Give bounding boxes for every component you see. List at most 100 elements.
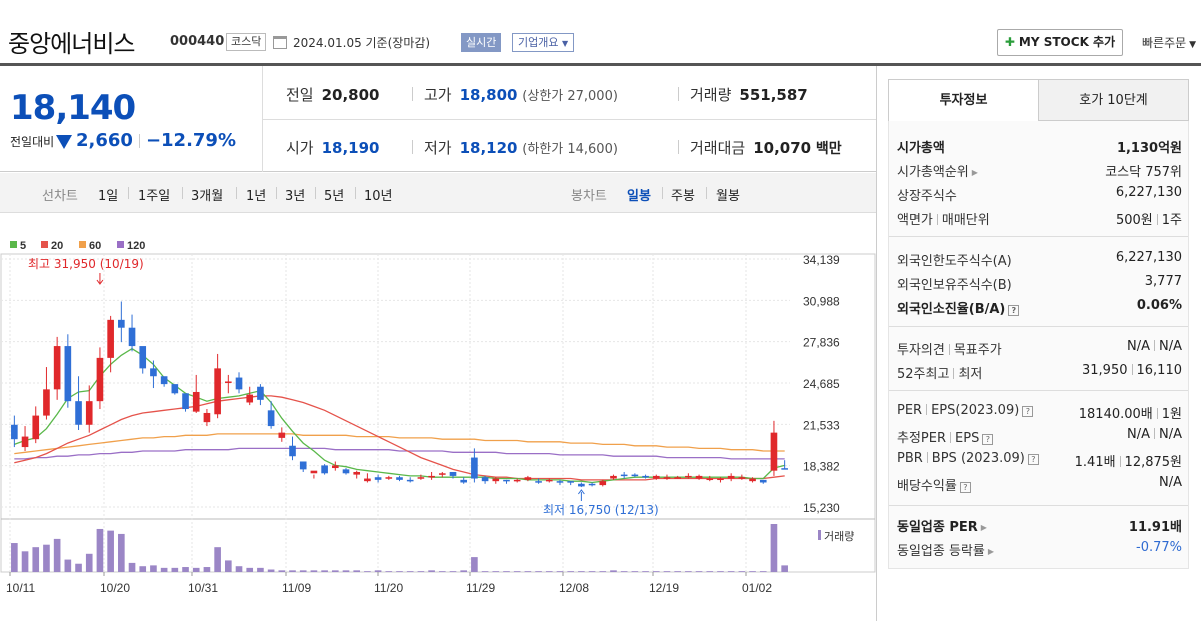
- volume-bar: [96, 528, 104, 572]
- period-3m[interactable]: 3개월: [191, 189, 224, 204]
- help-icon[interactable]: ?: [1027, 454, 1039, 465]
- amount-value: 10,070: [753, 139, 812, 157]
- divider: [953, 368, 955, 379]
- ind-per-label[interactable]: 동일업종 PER ▶: [897, 516, 987, 535]
- chart-frame: [0, 253, 876, 573]
- volume-bar: [364, 571, 371, 572]
- legend-swatch: [79, 241, 86, 248]
- high-price: 고가 18,800 (상한가 27,000): [412, 84, 618, 105]
- pbr-label-b: BPS (2023.09): [931, 451, 1025, 466]
- help-icon[interactable]: ?: [1022, 406, 1034, 417]
- volume-bar: [171, 567, 179, 572]
- volume-bar: [85, 553, 93, 572]
- volume-value: 551,587: [739, 86, 808, 104]
- divider: [262, 119, 876, 120]
- period-1d[interactable]: 1일: [98, 189, 119, 204]
- period-daily[interactable]: 일봉: [627, 189, 651, 204]
- candle-body: [331, 465, 339, 469]
- volume-bar: [278, 570, 286, 572]
- divider: [678, 140, 679, 154]
- candle-body: [449, 471, 457, 476]
- volume-bar: [599, 571, 607, 572]
- face-value: 500원 1주: [1116, 209, 1182, 228]
- help-icon[interactable]: ?: [982, 434, 994, 445]
- div-label: 배당수익률?: [897, 475, 971, 494]
- volume-bar: [513, 571, 521, 572]
- y-tick-label: 18,382: [803, 460, 840, 474]
- est-eps-text: N/A: [1159, 427, 1182, 442]
- period-monthly[interactable]: 월봉: [716, 189, 740, 204]
- candle-body: [620, 474, 628, 477]
- candle-body: [685, 475, 692, 478]
- row-pbr: PBR BPS (2023.09)? 1.41배 12,875원: [889, 448, 1190, 472]
- divider: [1119, 456, 1121, 467]
- volume-bar: [610, 570, 617, 572]
- pbr-value: 1.41배 12,875원: [1075, 451, 1182, 470]
- candle-body: [588, 483, 596, 486]
- candle-body: [85, 401, 93, 425]
- tab-orderbook[interactable]: 호가 10단계: [1038, 79, 1189, 121]
- candle-body: [385, 477, 393, 479]
- divider: [926, 404, 928, 415]
- foreign-ratio-text: 외국인소진율(B/A): [897, 302, 1006, 317]
- quick-order-button[interactable]: 빠른주문 ▼: [1142, 34, 1196, 51]
- volume-bar: [11, 543, 18, 572]
- period-weekly[interactable]: 주봉: [671, 189, 695, 204]
- volume-bar: [706, 571, 714, 572]
- cap-rank-label[interactable]: 시가총액순위 ▶: [897, 161, 978, 180]
- volume-bar: [310, 570, 318, 572]
- mystock-add-button[interactable]: ✚ MY STOCK 추가: [997, 29, 1123, 56]
- period-5y[interactable]: 5년: [324, 189, 345, 204]
- candle-body: [652, 475, 660, 479]
- ma60-line: [14, 433, 785, 455]
- realtime-button[interactable]: 실시간: [461, 33, 502, 52]
- volume-bar: [781, 565, 788, 572]
- amount-unit: 백만: [815, 141, 842, 157]
- tab-invest-info[interactable]: 투자정보: [888, 79, 1039, 121]
- candle-body: [471, 457, 478, 479]
- volume-bar: [449, 571, 457, 572]
- period-3y[interactable]: 3년: [285, 189, 306, 204]
- candle-body: [96, 357, 104, 402]
- bps-text: 12,875원: [1124, 455, 1182, 470]
- change-percent: −12.79%: [145, 130, 236, 151]
- foreign-hold-value: 3,777: [1144, 274, 1182, 289]
- ind-chg-label[interactable]: 동일업종 등락률 ▶: [897, 540, 994, 559]
- help-icon[interactable]: ?: [1008, 305, 1020, 316]
- face-label-a: 액면가: [897, 213, 933, 228]
- invest-tabs: 투자정보 호가 10단계: [888, 79, 1189, 121]
- volume-bar: [620, 571, 628, 572]
- divider: [936, 214, 938, 225]
- x-tick-label: 11/09: [282, 581, 311, 595]
- candle-body: [128, 327, 136, 347]
- candle-body: [203, 412, 211, 423]
- candle-body: [150, 368, 157, 377]
- legend-label: 20: [51, 240, 63, 252]
- base-date: 2024.01.05 기준(장마감): [293, 36, 431, 50]
- candle-body: [43, 389, 50, 416]
- candle-body: [257, 386, 264, 400]
- corp-info-dropdown[interactable]: 기업개요 ▼: [512, 33, 575, 52]
- candle-body: [460, 479, 468, 483]
- candle-body: [674, 477, 681, 479]
- volume-bar: [417, 571, 425, 572]
- open-value: 18,190: [321, 139, 380, 157]
- period-1y[interactable]: 1년: [246, 189, 267, 204]
- volume-bar: [685, 571, 692, 572]
- opinion-label: 투자의견 목표주가: [897, 339, 1002, 358]
- candle-body: [631, 474, 639, 477]
- period-1w[interactable]: 1주일: [138, 189, 171, 204]
- per-value: 18140.00배 1원: [1079, 403, 1182, 422]
- volume-bar: [438, 571, 446, 572]
- face-label: 액면가 매매단위: [897, 209, 990, 228]
- y-tick-label: 27,836: [803, 336, 840, 350]
- est-label: 추정PER EPS?: [897, 427, 994, 446]
- divider: [1156, 408, 1158, 419]
- period-10y[interactable]: 10년: [364, 189, 393, 204]
- prev-value: 20,800: [321, 86, 380, 104]
- cap-rank-value: 코스닥 757위: [1105, 165, 1182, 180]
- row-cap-rank: 시가총액순위 ▶ 코스닥 757위: [889, 158, 1190, 182]
- candle-body: [246, 394, 254, 403]
- help-icon[interactable]: ?: [959, 482, 971, 493]
- ind-chg-text: 동일업종 등락률: [897, 544, 985, 559]
